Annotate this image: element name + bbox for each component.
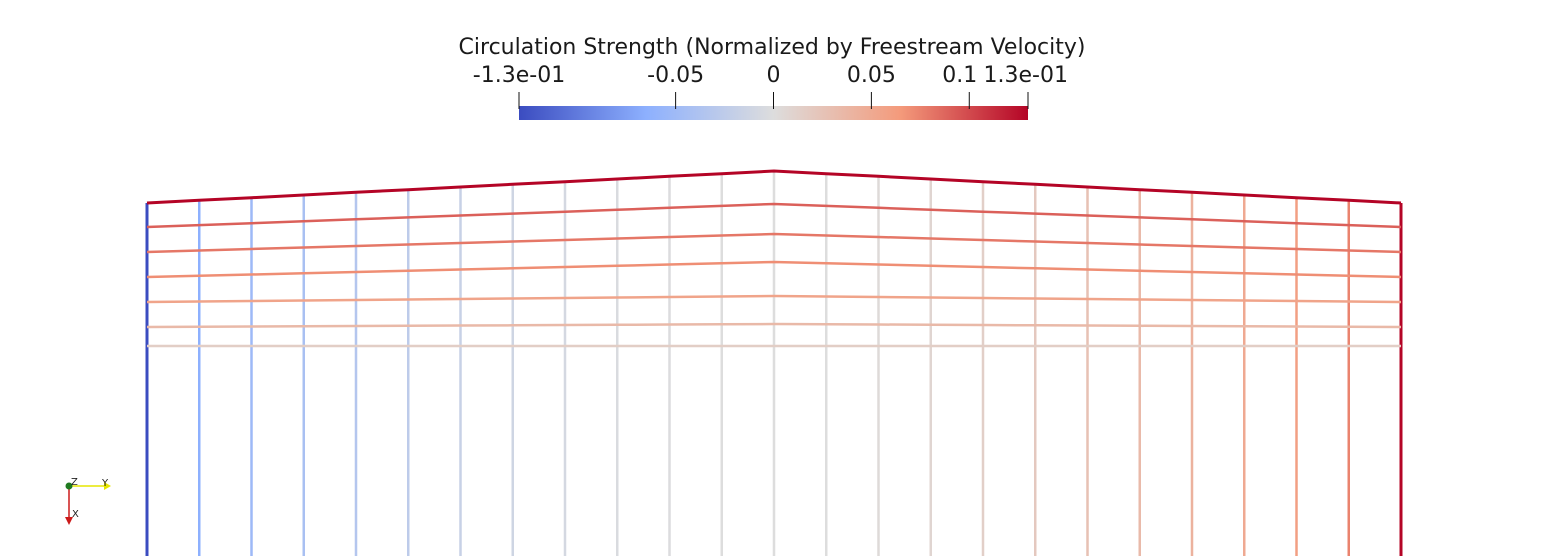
z-axis-label: Z <box>71 477 78 488</box>
color-legend: Circulation Strength (Normalized by Free… <box>459 35 1086 120</box>
x-arrowhead-icon <box>65 517 73 525</box>
y-arrowhead-icon <box>104 482 111 490</box>
chordwise-mesh-line <box>146 260 1402 279</box>
chordwise-mesh-line <box>146 322 1402 329</box>
leading-edge-line <box>146 169 1402 205</box>
chordwise-mesh-line <box>146 294 1402 304</box>
z-axis-dot <box>65 482 73 490</box>
wing-mesh <box>145 169 1403 556</box>
x-axis-label: X <box>72 509 79 520</box>
colorbar-gradient <box>519 106 1028 120</box>
colorbar-tick-label: -0.05 <box>647 63 704 88</box>
colorbar-title: Circulation Strength (Normalized by Free… <box>459 35 1086 60</box>
orientation-axes: Z Y X <box>65 477 111 525</box>
colorbar-tick-label: 0.05 <box>847 63 896 88</box>
colorbar-ticks: -1.3e-01 -0.05 0 0.05 0.1 1.3e-01 <box>473 63 1068 109</box>
y-axis-label: Y <box>101 478 109 489</box>
colorbar-tick-label: 0 <box>767 63 781 88</box>
chordwise-mesh-line <box>146 202 1402 229</box>
chordwise-mesh-line <box>146 232 1402 254</box>
colorbar-tick-label: -1.3e-01 <box>473 63 565 88</box>
colorbar-tick-label: 1.3e-01 <box>984 63 1068 88</box>
colorbar-tick-label: 0.1 <box>942 63 977 88</box>
